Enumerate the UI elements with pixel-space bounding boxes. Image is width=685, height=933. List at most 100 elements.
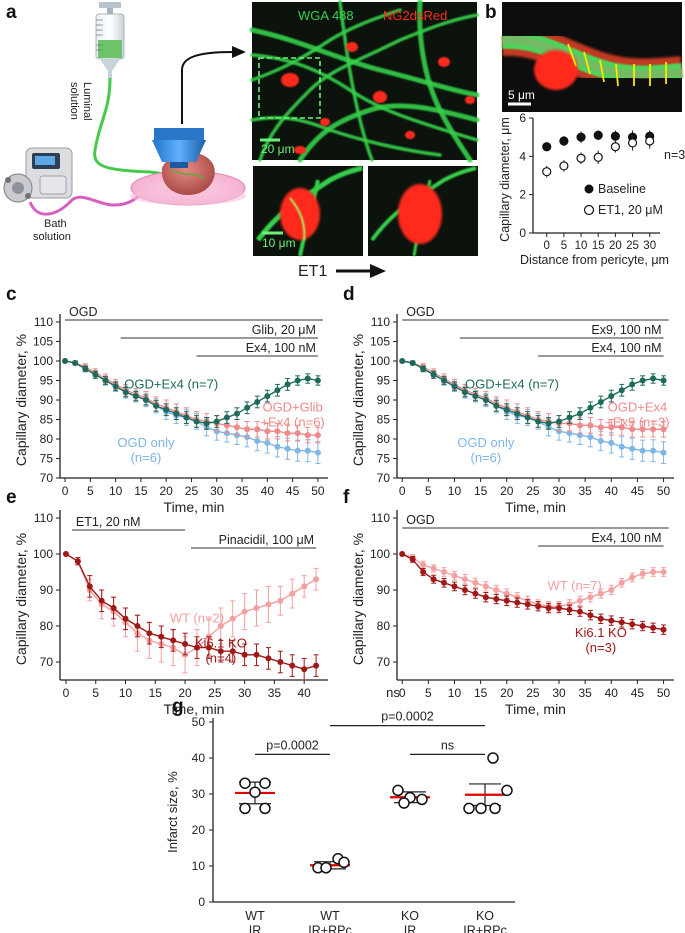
series-label: Ki6.1 KO (n=4) xyxy=(195,636,247,666)
x-tick-label: 5 xyxy=(425,484,432,498)
y-tick-label: 90 xyxy=(377,393,391,407)
et1-arrow-head-icon xyxy=(370,264,386,278)
data-point xyxy=(514,410,521,417)
x-tick-label: 15 xyxy=(474,484,488,498)
dish-base xyxy=(130,187,246,205)
arrow-head-icon xyxy=(232,46,246,58)
annotation-label: n=3 xyxy=(664,148,685,162)
data-point xyxy=(254,426,261,433)
panel-label-e: e xyxy=(6,487,17,508)
data-point xyxy=(244,426,251,433)
data-point xyxy=(112,383,119,390)
data-point xyxy=(639,623,646,629)
data-point xyxy=(629,621,636,628)
y-tick-label: 95 xyxy=(40,374,54,388)
y-tick-label: 0 xyxy=(519,226,526,240)
data-point xyxy=(639,447,646,454)
x-tick-label: 40 xyxy=(261,484,275,498)
chart-g: 0 10 20 30 40 50 Infarct size, % WT IR WT IR+RPc KO… xyxy=(165,710,515,933)
data-point xyxy=(556,605,563,611)
vessel-path xyxy=(250,8,402,82)
data-point xyxy=(420,561,427,568)
data-point xyxy=(122,389,129,396)
data-point xyxy=(399,551,406,557)
data-point xyxy=(241,608,248,615)
data-point xyxy=(608,424,615,431)
data-point xyxy=(587,404,594,411)
pericyte-blob xyxy=(438,57,450,67)
x-tick-label: 15 xyxy=(592,240,605,252)
data-point xyxy=(430,576,437,583)
data-point xyxy=(451,383,458,390)
series-line xyxy=(401,553,664,607)
panel-label-c: c xyxy=(6,284,17,305)
data-point xyxy=(304,432,311,439)
x-tick-label: 50 xyxy=(657,484,671,498)
x-tick-label: 10 xyxy=(448,484,462,498)
x-tick-label: 0 xyxy=(63,686,70,700)
series-label: OGD+Ex4 +Ex9 (n=3) xyxy=(605,400,669,430)
y-tick-label: 75 xyxy=(377,452,391,466)
data-point xyxy=(420,569,427,575)
data-point xyxy=(294,430,301,437)
data-point xyxy=(576,410,583,417)
scale-bottom-label: 10 μm xyxy=(262,236,296,250)
data-point xyxy=(259,802,271,815)
data-point xyxy=(576,132,586,142)
data-point xyxy=(233,410,240,417)
category-label: WT IR+RPc xyxy=(308,909,351,933)
y-tick-label: 0 xyxy=(198,895,205,909)
data-point xyxy=(597,590,604,597)
data-point xyxy=(587,422,594,429)
y-tick-label: 40 xyxy=(192,751,206,765)
y-tick-label: 6 xyxy=(519,111,526,125)
data-point xyxy=(213,418,220,425)
data-point xyxy=(493,596,500,602)
data-point xyxy=(320,862,332,874)
data-point xyxy=(576,422,583,429)
data-point xyxy=(472,590,479,597)
series-line xyxy=(65,553,317,656)
category-label: KO IR+RPc xyxy=(463,909,506,933)
y-tick-label: 105 xyxy=(33,335,53,349)
pericyte-blob xyxy=(373,91,387,103)
data-point xyxy=(503,406,510,413)
y-tick-label: 70 xyxy=(377,471,391,485)
legend-label: Baseline xyxy=(598,182,646,196)
data-point xyxy=(301,666,308,673)
chart-d: 70 75 80 85 90 95 100 105 110 0 5 10 15 20 25 30 35 40 45 5… xyxy=(350,305,674,515)
data-point xyxy=(314,432,321,439)
data-point xyxy=(205,644,212,651)
category-label: KO IR xyxy=(401,909,419,933)
y-tick-label: 100 xyxy=(33,547,53,561)
y-tick-label: 85 xyxy=(377,413,391,427)
x-tick-label: 50 xyxy=(657,686,671,700)
data-point xyxy=(430,371,437,378)
y-tick-label: 80 xyxy=(377,619,391,633)
data-point xyxy=(301,583,308,590)
data-point xyxy=(542,167,552,177)
data-point xyxy=(441,377,448,384)
data-point xyxy=(163,406,170,413)
vessel-path xyxy=(417,0,473,163)
significance-label: p=0.0002 xyxy=(381,710,434,724)
panel-label-d: d xyxy=(343,284,355,305)
treatment-label: ET1, 20 nM xyxy=(76,515,141,529)
data-point xyxy=(122,615,129,622)
data-point xyxy=(542,142,552,152)
x-tick-label: 40 xyxy=(297,686,311,700)
data-point xyxy=(493,587,500,593)
treatment-label: Ex4, 100 nM xyxy=(246,341,316,355)
data-point xyxy=(650,624,657,631)
series-line xyxy=(65,553,317,670)
confocal-image-top xyxy=(249,0,480,163)
x-tick-label: 25 xyxy=(526,686,540,700)
data-point xyxy=(74,558,81,565)
confocal-image-before xyxy=(253,165,363,257)
y-tick-label: 90 xyxy=(40,393,54,407)
diameter-arrow xyxy=(583,51,591,75)
et1-label: ET1 xyxy=(298,263,327,280)
data-point xyxy=(608,617,615,624)
data-point xyxy=(233,424,240,431)
data-point xyxy=(62,358,69,364)
